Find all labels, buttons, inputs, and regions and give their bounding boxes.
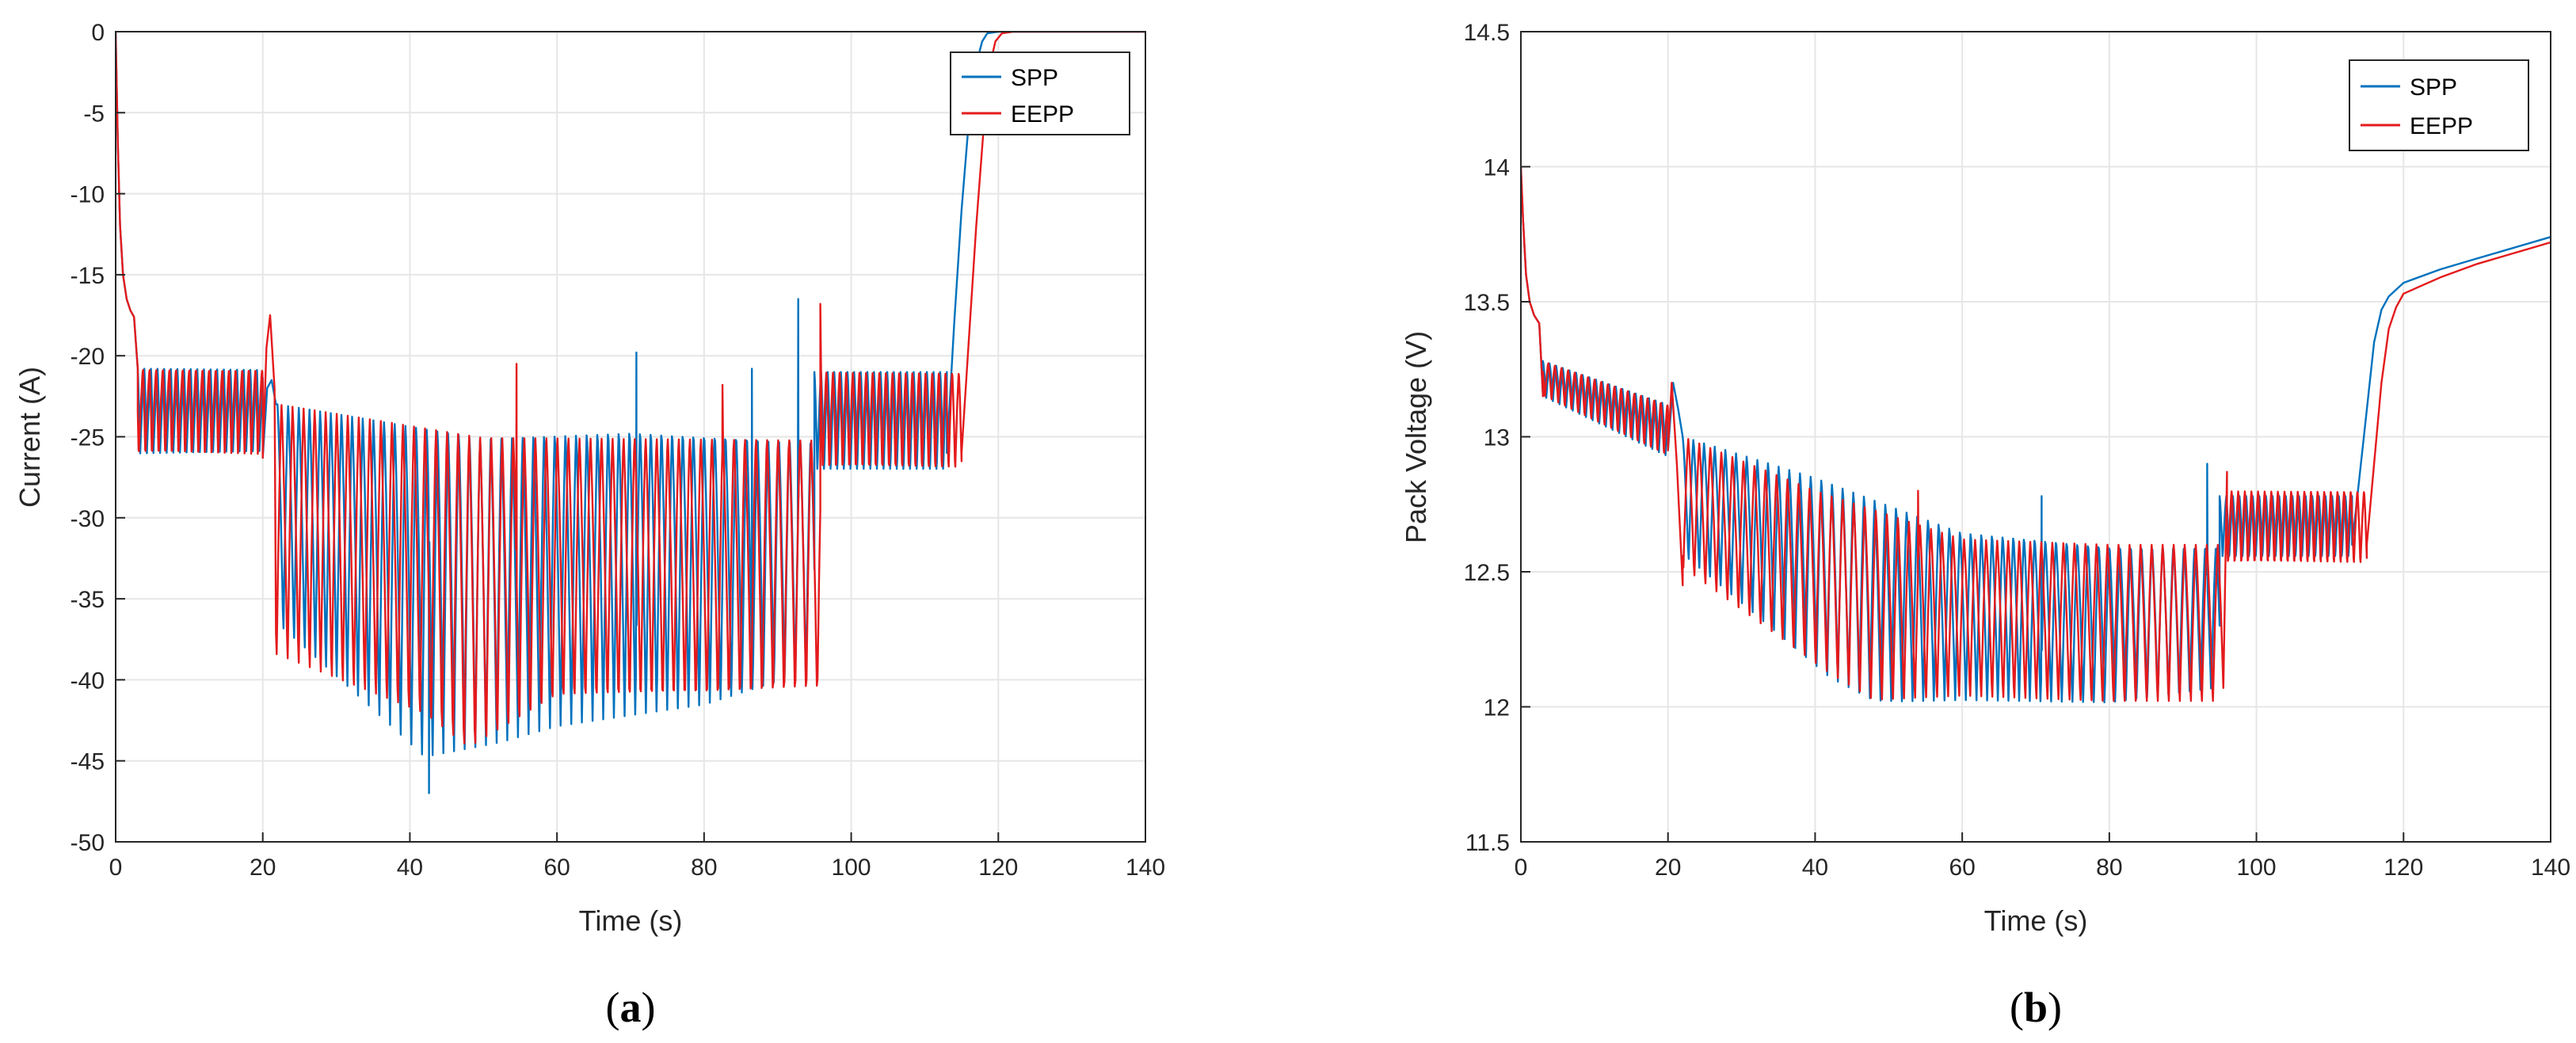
chart-a-ytick-label: -10: [70, 182, 105, 208]
chart-b-x-axis-label: Time (s): [1984, 904, 2088, 937]
chart-a-ytick-label: -5: [83, 101, 105, 127]
chart-b-legend: SPP EEPP: [2349, 59, 2529, 151]
chart-a-xtick-label: 0: [109, 855, 123, 881]
chart-b-y-axis-label: Pack Voltage (V): [1400, 331, 1432, 543]
chart-b-legend-box: [2349, 59, 2529, 151]
chart-b-series-spp: [1521, 166, 2551, 704]
chart-a-caption-letter: a: [620, 984, 642, 1031]
chart-b-xtick-label: 40: [1802, 855, 1828, 881]
chart-b-ytick-label: 14: [1484, 155, 1510, 181]
chart-a-legend: SPP EEPP: [950, 51, 1130, 135]
chart-b-xtick-label: 20: [1655, 855, 1681, 881]
chart-a-y-axis-label: Current (A): [13, 367, 46, 508]
chart-b-caption-letter: b: [2024, 984, 2048, 1031]
chart-b-caption-open: (: [2010, 984, 2024, 1031]
chart-b-caption-close: ): [2048, 984, 2062, 1031]
chart-a-ytick-label: -35: [70, 587, 105, 613]
chart-a-ytick-label: -45: [70, 749, 105, 775]
chart-a-caption-close: ): [642, 984, 656, 1031]
chart-a-ytick-label: -20: [70, 344, 105, 370]
chart-b-legend-label-eepp: EEPP: [2410, 113, 2473, 139]
chart-b-xtick-label: 60: [1949, 855, 1975, 881]
chart-a-x-axis-label: Time (s): [579, 904, 683, 937]
chart-a-ytick-label: -15: [70, 263, 105, 289]
chart-a-xtick-label: 60: [543, 855, 570, 881]
chart-a-ytick-label: -25: [70, 425, 105, 451]
chart-a-xtick-label: 80: [691, 855, 717, 881]
chart-a-series-eepp: [116, 32, 1145, 744]
chart-a-ytick-label: -30: [70, 506, 105, 532]
chart-b-xtick-label: 0: [1515, 855, 1528, 881]
chart-a-caption-open: (: [606, 984, 620, 1031]
chart-a-ytick-label: -50: [70, 830, 105, 856]
chart-a: 0 20 40 60 80 100 120 140 0 -5 -10 -15 -20 -25 -30 -35 -…: [13, 20, 1165, 1031]
chart-a-xtick-label: 140: [1126, 855, 1165, 881]
chart-b-ytick-label: 11.5: [1465, 830, 1510, 856]
chart-a-series: [116, 32, 1145, 794]
chart-a-legend-label-eepp: EEPP: [1011, 101, 1074, 128]
chart-b-series-eepp: [1521, 166, 2551, 702]
chart-a-xtick-label: 40: [397, 855, 423, 881]
chart-a-ytick-label: 0: [91, 20, 105, 46]
chart-b-subfigure-label: (b): [2010, 984, 2062, 1031]
chart-b-ytick-label: 12: [1484, 695, 1510, 721]
chart-a-ytick-label: -40: [70, 668, 105, 694]
chart-b-xtick-label: 80: [2096, 855, 2122, 881]
chart-a-subfigure-label: (a): [606, 984, 656, 1031]
chart-b-xtick-label: 120: [2384, 855, 2423, 881]
chart-a-xtick-label: 120: [978, 855, 1018, 881]
chart-b-ytick-label: 12.5: [1464, 560, 1510, 586]
chart-b-series: [1521, 166, 2551, 704]
chart-b-ytick-label: 13.5: [1464, 290, 1510, 316]
chart-b-ytick-label: 13: [1484, 425, 1510, 451]
chart-a-legend-label-spp: SPP: [1011, 65, 1058, 91]
chart-b: 0 20 40 60 80 100 120 140 11.5 12 12.5 13 13.5 14 14.5…: [1400, 20, 2570, 1031]
chart-a-xtick-label: 100: [832, 855, 871, 881]
chart-b-ytick-label: 14.5: [1464, 20, 1510, 46]
chart-b-xtick-label: 100: [2237, 855, 2277, 881]
chart-b-ticks: 0 20 40 60 80 100 120 140 11.5 12 12.5 13 13.5 14 14.5: [1464, 20, 2570, 881]
chart-a-xtick-label: 20: [250, 855, 276, 881]
chart-b-xtick-label: 140: [2531, 855, 2570, 881]
chart-a-ticks: 0 20 40 60 80 100 120 140 0 -5 -10 -15 -20 -25 -30 -35 -…: [70, 20, 1165, 881]
chart-a-legend-box: [950, 51, 1130, 135]
chart-b-legend-label-spp: SPP: [2410, 74, 2457, 101]
